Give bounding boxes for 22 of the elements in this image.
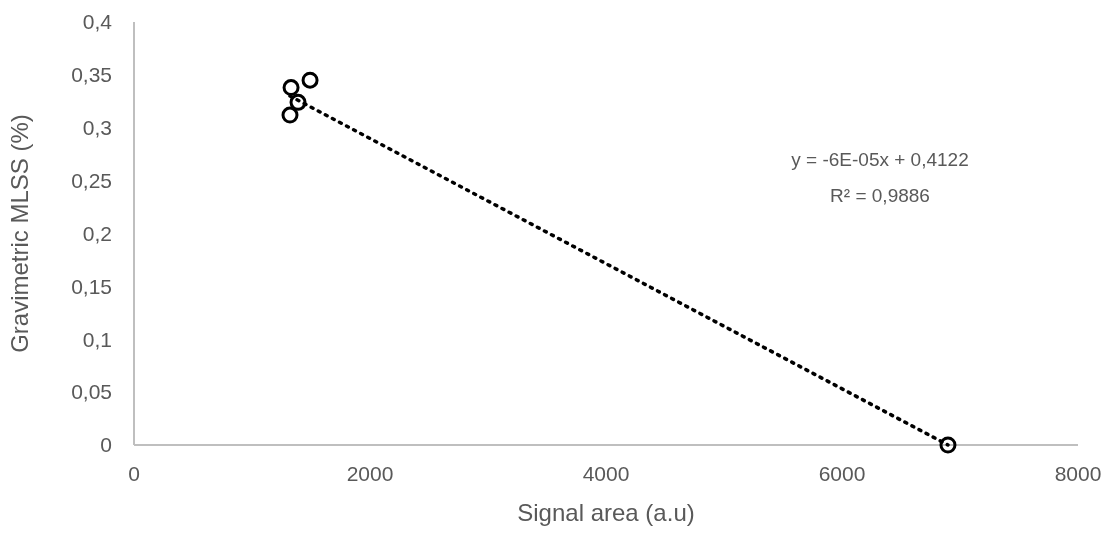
point — [282, 79, 300, 97]
point — [301, 71, 319, 89]
x-tick-label: 8000 — [1054, 462, 1102, 485]
point — [281, 106, 299, 124]
annotation: y = -6E-05x + 0,4122 R² = 0,9886 — [791, 149, 969, 206]
y-tick-label: 0,3 — [82, 116, 112, 140]
y-tick-label: 0,35 — [71, 63, 112, 87]
y-axis-title: Gravimetric MLSS (%) — [6, 114, 33, 353]
y-tick-label: 0 — [100, 433, 112, 457]
point — [289, 93, 307, 111]
x-axis-title: Signal area (a.u) — [517, 499, 695, 526]
x-tick-label: 6000 — [818, 462, 866, 485]
y-tick-label: 0,1 — [82, 327, 112, 351]
point — [939, 436, 957, 454]
x-tick-label: 0 — [128, 462, 140, 485]
y-tick-label: 0,05 — [71, 380, 112, 404]
x-tick-label: 2000 — [346, 462, 394, 485]
y-tick-label: 0,25 — [71, 168, 112, 192]
y-tick-label: 0,2 — [82, 221, 112, 245]
y-tick-label: 0,4 — [82, 10, 113, 34]
y-tick-label: 0,15 — [71, 274, 112, 298]
x-tick-label: 4000 — [582, 462, 630, 485]
